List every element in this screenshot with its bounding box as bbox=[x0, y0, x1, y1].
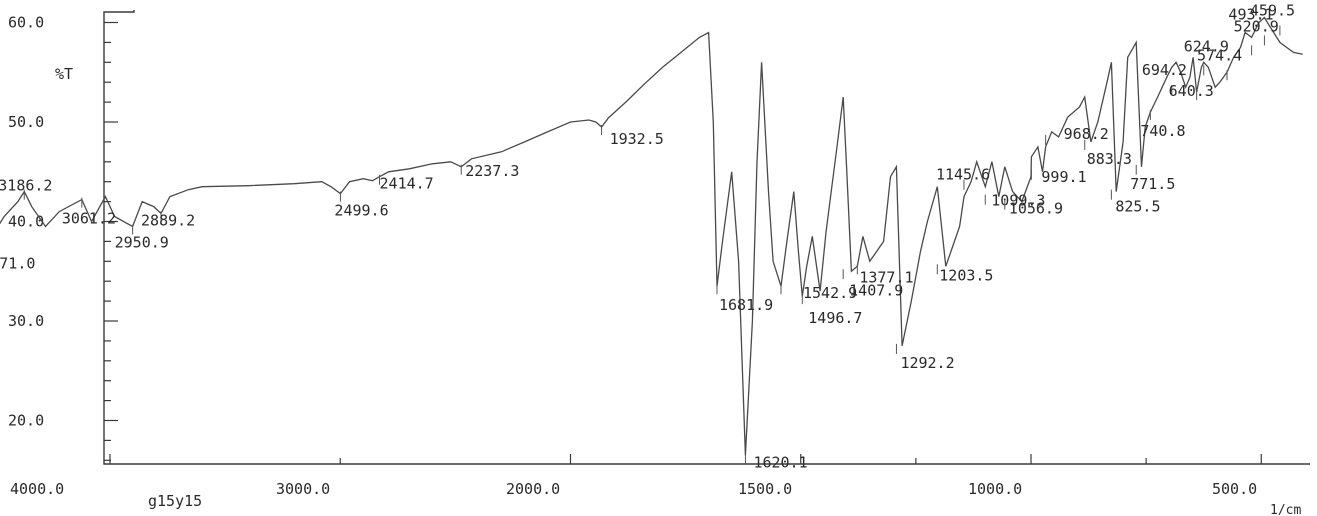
peak-label: 1377.1 bbox=[859, 268, 913, 286]
peak-label: 999.1 bbox=[1041, 168, 1086, 186]
peak-label: 1056.9 bbox=[1009, 200, 1063, 218]
spectrum-series bbox=[0, 16, 1303, 456]
peak-label: 640.3 bbox=[1169, 82, 1214, 100]
x-tick-label: 4000.0 bbox=[10, 480, 64, 498]
peak-label: 771.5 bbox=[1130, 175, 1175, 193]
peak-label: 1496.7 bbox=[808, 309, 862, 327]
x-tick-label: 2000.0 bbox=[506, 480, 560, 498]
peak-label: 1681.9 bbox=[719, 296, 773, 314]
peak-label: 1145.6 bbox=[936, 166, 990, 184]
y-tick-label: 60.0 bbox=[8, 14, 44, 32]
y-axis-label: %T bbox=[55, 65, 73, 83]
peak-label: 968.2 bbox=[1064, 125, 1109, 143]
x-axis-unit-label: 1/cm bbox=[1270, 503, 1301, 516]
peak-label: 493.1 bbox=[1228, 5, 1273, 23]
y-tick-label: 40.0 bbox=[8, 213, 44, 231]
x-tick-label: 3000.0 bbox=[276, 480, 330, 498]
spectrum-line bbox=[0, 16, 1303, 456]
y-tick-label: 50.0 bbox=[8, 113, 44, 131]
peak-label: 825.5 bbox=[1115, 198, 1160, 216]
peak-label: 740.8 bbox=[1140, 122, 1185, 140]
peak-label: 2414.7 bbox=[380, 175, 434, 193]
chart-axes bbox=[103, 10, 1310, 465]
peak-label: 1542.9 bbox=[803, 284, 857, 302]
x-tick-label: 1500.0 bbox=[738, 480, 792, 498]
peak-label: 2889.2 bbox=[141, 212, 195, 230]
peak-label: 2499.6 bbox=[334, 202, 388, 220]
peak-label: 520.9 bbox=[1234, 17, 1279, 35]
peak-label: 574.4 bbox=[1197, 46, 1242, 64]
peak-labels: 3760.93425.33271.03186.23061.22950.92889… bbox=[0, 1, 1295, 471]
peak-label: 3271.0 bbox=[0, 254, 35, 272]
peak-label: 1620.1 bbox=[753, 453, 807, 471]
peak-label: 694.2 bbox=[1142, 61, 1187, 79]
y-tick-label: 20.0 bbox=[8, 412, 44, 430]
peak-label: 2237.3 bbox=[465, 162, 519, 180]
x-axis-ticks: 4000.0 3000.0 2000.0 1500.0 1000.0 500.0 bbox=[10, 454, 1262, 498]
plot-frame bbox=[103, 10, 1310, 465]
peak-label: 2950.9 bbox=[115, 233, 169, 251]
peak-label: 624.9 bbox=[1184, 37, 1229, 55]
peak-label: 3186.2 bbox=[0, 177, 52, 195]
peak-label: 883.3 bbox=[1087, 150, 1132, 168]
peak-label: 1932.5 bbox=[610, 130, 664, 148]
peak-label: 3061.2 bbox=[62, 210, 116, 228]
x-tick-label: 500.0 bbox=[1212, 480, 1257, 498]
peak-label: 1407.9 bbox=[849, 281, 903, 299]
peak-label: 1203.5 bbox=[939, 266, 993, 284]
y-tick-label: 30.0 bbox=[8, 312, 44, 330]
x-tick-label: 1000.0 bbox=[968, 480, 1022, 498]
peak-label: 1292.2 bbox=[900, 354, 954, 372]
peak-label: 459.5 bbox=[1250, 1, 1295, 19]
sample-label: g15y15 bbox=[148, 492, 202, 510]
y-axis-ticks: 60.0 50.0 40.0 30.0 20.0 bbox=[8, 14, 118, 461]
